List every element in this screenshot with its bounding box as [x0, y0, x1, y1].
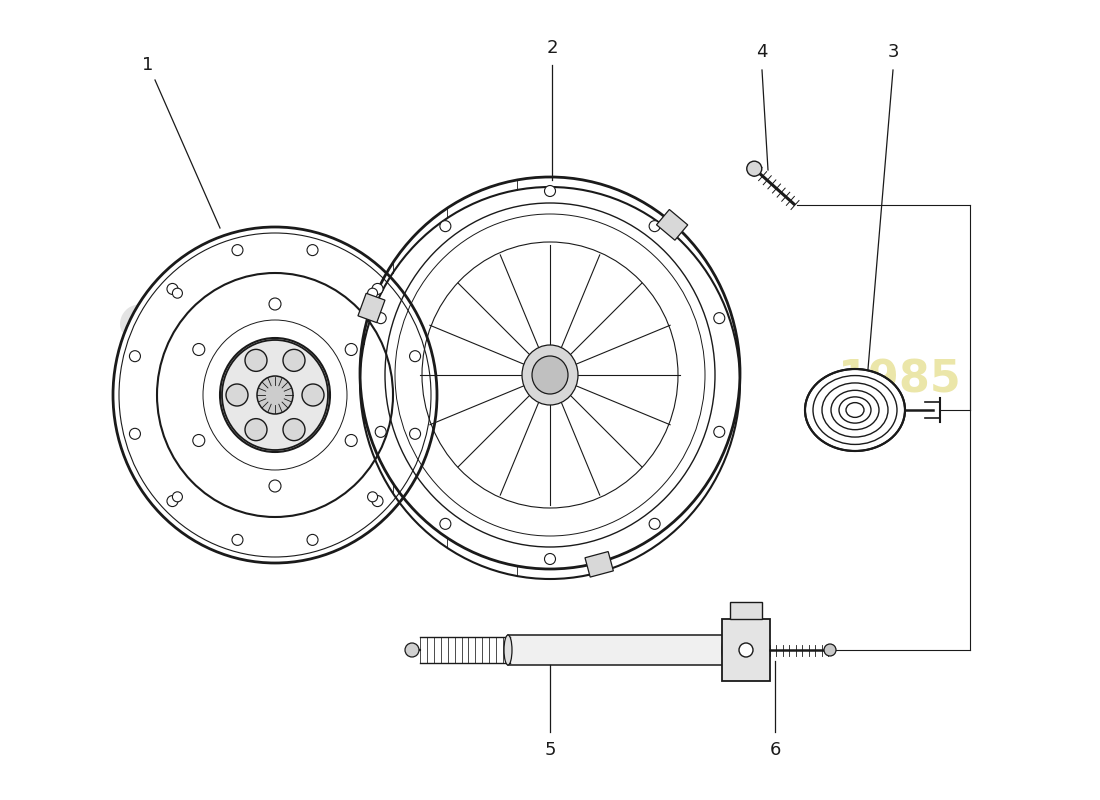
- Circle shape: [372, 495, 383, 506]
- Ellipse shape: [220, 338, 330, 452]
- Circle shape: [192, 343, 205, 355]
- Circle shape: [544, 186, 556, 197]
- Text: 6: 6: [769, 741, 781, 759]
- Ellipse shape: [504, 635, 512, 665]
- Circle shape: [544, 347, 556, 358]
- Circle shape: [270, 298, 280, 310]
- Circle shape: [522, 370, 534, 381]
- Bar: [508, 635, 726, 665]
- Circle shape: [409, 428, 420, 439]
- Circle shape: [529, 354, 540, 365]
- Text: 4: 4: [757, 43, 768, 61]
- Ellipse shape: [226, 384, 248, 406]
- Circle shape: [173, 288, 183, 298]
- Circle shape: [553, 390, 564, 401]
- Circle shape: [649, 221, 660, 232]
- Text: a passion for parts since 1985: a passion for parts since 1985: [308, 441, 592, 559]
- Circle shape: [714, 426, 725, 438]
- Circle shape: [345, 434, 358, 446]
- Circle shape: [560, 354, 571, 365]
- Circle shape: [649, 518, 660, 530]
- Circle shape: [130, 350, 141, 362]
- Circle shape: [232, 245, 243, 256]
- Polygon shape: [657, 210, 688, 240]
- Circle shape: [367, 288, 377, 298]
- Polygon shape: [585, 551, 614, 577]
- Circle shape: [544, 391, 556, 402]
- Circle shape: [375, 426, 386, 438]
- Ellipse shape: [522, 345, 578, 405]
- Circle shape: [375, 313, 386, 324]
- Polygon shape: [358, 294, 385, 322]
- Circle shape: [270, 480, 280, 492]
- Circle shape: [307, 534, 318, 546]
- Circle shape: [536, 349, 547, 360]
- Circle shape: [405, 643, 419, 657]
- Circle shape: [440, 221, 451, 232]
- Text: 5: 5: [544, 741, 556, 759]
- Circle shape: [564, 378, 575, 389]
- Circle shape: [367, 492, 377, 502]
- Text: eurocarparts: eurocarparts: [118, 293, 522, 347]
- Ellipse shape: [532, 356, 568, 394]
- Circle shape: [307, 245, 318, 256]
- Circle shape: [345, 343, 358, 355]
- Ellipse shape: [360, 179, 740, 571]
- Circle shape: [167, 283, 178, 294]
- Ellipse shape: [113, 227, 437, 563]
- Ellipse shape: [257, 376, 293, 414]
- Circle shape: [372, 283, 383, 294]
- Bar: [730, 602, 762, 619]
- Circle shape: [167, 495, 178, 506]
- Circle shape: [739, 643, 754, 657]
- Ellipse shape: [245, 418, 267, 441]
- Circle shape: [440, 518, 451, 530]
- Text: 1: 1: [142, 56, 154, 74]
- Ellipse shape: [722, 635, 730, 665]
- Bar: [722, 619, 770, 681]
- Ellipse shape: [283, 350, 305, 371]
- Circle shape: [173, 492, 183, 502]
- Circle shape: [824, 644, 836, 656]
- Circle shape: [529, 385, 540, 396]
- Circle shape: [525, 378, 536, 389]
- Circle shape: [553, 349, 564, 360]
- Ellipse shape: [283, 418, 305, 441]
- Circle shape: [232, 534, 243, 546]
- Circle shape: [560, 385, 571, 396]
- Circle shape: [409, 350, 420, 362]
- Circle shape: [130, 428, 141, 439]
- Text: 3: 3: [888, 43, 899, 61]
- Circle shape: [525, 361, 536, 372]
- Circle shape: [747, 161, 762, 176]
- Ellipse shape: [302, 384, 324, 406]
- Circle shape: [714, 313, 725, 324]
- Ellipse shape: [245, 350, 267, 371]
- Text: 2: 2: [547, 39, 558, 57]
- Text: 1985: 1985: [838, 358, 961, 402]
- Ellipse shape: [805, 369, 905, 451]
- Circle shape: [544, 554, 556, 565]
- Circle shape: [536, 390, 547, 401]
- Circle shape: [192, 434, 205, 446]
- Circle shape: [564, 361, 575, 372]
- Circle shape: [566, 370, 578, 381]
